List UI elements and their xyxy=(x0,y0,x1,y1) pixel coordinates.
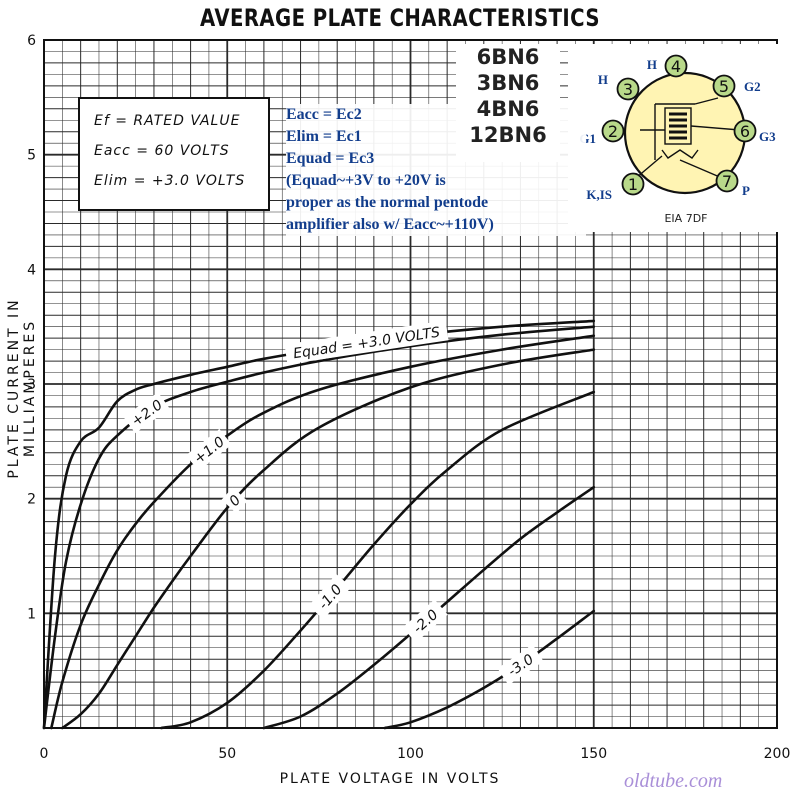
pin-6-circle xyxy=(733,119,757,143)
pin-label: G2 xyxy=(744,79,761,94)
pin-number: 6 xyxy=(740,122,750,141)
curve-label-bg xyxy=(308,574,352,620)
plate-curve-2 xyxy=(42,325,596,730)
x-tick-label: 200 xyxy=(764,746,791,762)
curve-label-bg xyxy=(284,320,449,365)
note-line: (Equad~+3V to +20V is xyxy=(286,172,446,189)
note-line: Elim = Ec1 xyxy=(286,128,362,145)
condition-ef: Ef = RATED VALUE xyxy=(94,113,241,129)
note-line: Eacc = Ec2 xyxy=(286,106,362,123)
note-line: Equad = Ec3 xyxy=(286,150,375,167)
y-axis-label: PLATE CURRENT IN MILLIAMPERES xyxy=(6,297,38,479)
curve-label-bg xyxy=(123,392,170,434)
pin-5-circle xyxy=(712,74,736,98)
tube-type: 12BN6 xyxy=(469,123,547,147)
chart-title: AVERAGE PLATE CHARACTERISTICS xyxy=(200,4,600,32)
curve-label-group: 0 xyxy=(221,487,248,514)
y-tick-label: 1 xyxy=(27,606,36,622)
curve-label: Equad = +3.0 VOLTS xyxy=(292,325,441,363)
y-tick-label: 3 xyxy=(27,377,36,393)
y-tick-label: 4 xyxy=(27,262,36,278)
plate-curve-4 xyxy=(61,348,596,730)
pin-3-circle xyxy=(616,77,640,101)
curve-label-bg xyxy=(497,644,544,686)
curve-label-group: +2.0 xyxy=(123,392,170,434)
pin-label: H xyxy=(647,57,657,72)
note-line: proper as the normal pentode xyxy=(286,194,489,211)
pin-number: 2 xyxy=(608,122,618,141)
y-tick-label: 2 xyxy=(27,492,36,508)
x-tick-label: 50 xyxy=(218,746,236,762)
note-line: amplifier also w/ Eacc~+110V) xyxy=(286,216,494,233)
cathode-sketch xyxy=(661,149,699,159)
tube-type: 3BN6 xyxy=(476,71,540,95)
y-tick-label: 6 xyxy=(27,33,36,49)
pin-number: 1 xyxy=(628,175,638,194)
x-tick-label: 150 xyxy=(580,746,607,762)
axis-frame xyxy=(43,39,778,729)
tube-type: 4BN6 xyxy=(476,97,540,121)
pin-number: 4 xyxy=(671,57,681,76)
pin-number: 7 xyxy=(722,172,732,191)
pin-1-circle xyxy=(621,172,645,196)
curve-label-bg xyxy=(402,599,448,643)
pin-label: H xyxy=(598,72,608,87)
curve-label-group: Equad = +3.0 VOLTS xyxy=(284,320,449,365)
pin-label: G3 xyxy=(759,129,776,144)
lead-g3 xyxy=(690,125,741,131)
plate-curve-3 xyxy=(50,334,596,730)
condition-eacc: Eacc = 60 VOLTS xyxy=(94,143,230,159)
plot-frame xyxy=(43,39,778,729)
tube-type-list: 6BN6 3BN6 4BN6 12BN6 xyxy=(456,44,560,162)
tube-type: 6BN6 xyxy=(476,45,540,69)
x-tick-label: 0 xyxy=(40,746,49,762)
x-axis-label: PLATE VOLTAGE IN VOLTS xyxy=(279,771,501,787)
x-tick-label: 100 xyxy=(397,746,424,762)
pin-number: 3 xyxy=(623,80,633,99)
watermark: oldtube.com xyxy=(624,770,723,792)
pin-7-circle xyxy=(715,169,739,193)
curve-label-bg xyxy=(221,487,248,514)
y-tick-label: 5 xyxy=(27,148,36,164)
pin-number: 5 xyxy=(719,77,729,96)
pin-4-circle xyxy=(664,54,688,78)
curve-label-group: -1.0 xyxy=(308,574,352,620)
pin-label: K,IS xyxy=(586,187,612,202)
lead-plate xyxy=(679,159,723,179)
basing-title: EIA 7DF xyxy=(664,212,707,225)
condition-elim: Elim = +3.0 VOLTS xyxy=(94,173,246,189)
operating-conditions-box: Ef = RATED VALUE Eacc = 60 VOLTS Elim = … xyxy=(78,97,270,211)
electrode-sketch xyxy=(635,97,741,179)
pin-label: P xyxy=(742,183,750,198)
lead-g2 xyxy=(694,97,719,105)
pin-2-circle xyxy=(601,119,625,143)
plate-curve-7 xyxy=(383,609,596,730)
curve-label-bg xyxy=(186,428,232,471)
lead-cathode xyxy=(635,155,663,179)
